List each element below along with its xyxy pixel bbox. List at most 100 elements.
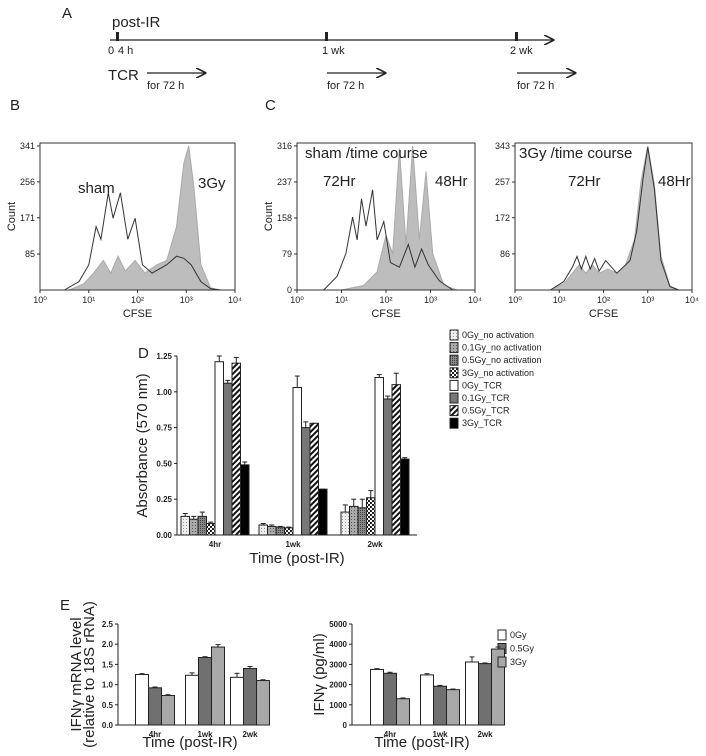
bar-chart-E2: 0Gy 0.5Gy 3Gy 0 1000 2000 3000 4000 5000 4hr 1wk 2w… bbox=[311, 620, 535, 751]
y-tick-label: 237 bbox=[277, 177, 292, 187]
annotation: 72Hr bbox=[568, 173, 601, 190]
bar bbox=[391, 384, 401, 536]
legend-label: 0.1Gy_TCR bbox=[462, 393, 510, 403]
y-axis-label: IFNγ mRNA level bbox=[68, 617, 85, 731]
bar bbox=[243, 667, 257, 726]
histogram-fill bbox=[341, 145, 458, 291]
plot-frame bbox=[514, 142, 693, 291]
y-tick-label: 3000 bbox=[329, 660, 347, 669]
y-tick-label: 171 bbox=[20, 213, 35, 223]
y-tick-label: 257 bbox=[495, 177, 510, 187]
arrow-label: for 72 h bbox=[327, 80, 364, 92]
x-tick-label: 10¹ bbox=[82, 295, 95, 305]
x-tick-label: 2wk bbox=[242, 730, 258, 739]
legend-label: 0.1Gy_no activation bbox=[462, 343, 542, 353]
legend-swatch bbox=[497, 629, 507, 641]
y-tick-label: 79 bbox=[282, 249, 292, 259]
y-tick-label: 172 bbox=[495, 213, 510, 223]
bar bbox=[275, 526, 285, 536]
y-tick-label: 158 bbox=[277, 213, 292, 223]
bar bbox=[366, 497, 376, 536]
x-tick-label: 4hr bbox=[384, 730, 396, 739]
y-tick-label: 1.0 bbox=[102, 681, 114, 690]
arrow-label: for 72 h bbox=[147, 80, 184, 92]
tick-label: 2 wk bbox=[510, 45, 533, 57]
legend-swatch bbox=[449, 392, 459, 404]
x-tick-label: 1wk bbox=[197, 730, 213, 739]
x-tick-label: 4hr bbox=[209, 540, 221, 549]
legend-swatch bbox=[497, 656, 507, 668]
y-tick-label: 0 bbox=[287, 285, 292, 295]
timeline: post-IR 0 4 h 1 wk 2 wk TCR for 72 h for… bbox=[108, 14, 575, 92]
x-tick-label: 10⁴ bbox=[468, 295, 482, 305]
tick-4h bbox=[116, 32, 119, 41]
tick-label: 1 wk bbox=[322, 45, 345, 57]
legend-swatch bbox=[449, 379, 459, 391]
bar bbox=[284, 527, 294, 536]
bar bbox=[185, 674, 199, 726]
bar bbox=[374, 376, 384, 536]
legend-label: 0.5Gy_no activation bbox=[462, 355, 542, 365]
bar bbox=[148, 687, 162, 726]
x-axis-label: Time (post-IR) bbox=[374, 734, 469, 751]
bar bbox=[400, 458, 410, 536]
x-tick-label: 10⁰ bbox=[290, 295, 304, 305]
x-tick-label: 10⁰ bbox=[33, 295, 47, 305]
histogram-C2: 86 172 257 343 10⁰ 10¹ 10² 10³ 10⁴ CFSE 3Gy /time … bbox=[495, 141, 699, 320]
tick-2wk bbox=[515, 32, 518, 41]
bar bbox=[292, 387, 302, 536]
x-tick-label: 4hr bbox=[149, 730, 161, 739]
tick-label: 4 h bbox=[118, 45, 133, 57]
bar-chart-E1: 0.0 0.5 1.0 1.5 2.0 2.5 4hr 1wk 2wk Time (post-IR… bbox=[68, 601, 270, 751]
bar bbox=[231, 362, 241, 536]
y-tick-label: 4000 bbox=[329, 640, 347, 649]
bar bbox=[180, 515, 190, 536]
y-tick-label: 1000 bbox=[329, 701, 347, 710]
annotation: 72Hr bbox=[323, 173, 356, 190]
x-tick-label: 1wk bbox=[432, 730, 448, 739]
bar bbox=[223, 382, 233, 536]
y-tick-label: 2.0 bbox=[102, 640, 114, 649]
x-tick-label: 2wk bbox=[477, 730, 493, 739]
histogram-line bbox=[323, 189, 454, 291]
bar bbox=[383, 398, 393, 536]
arrow-label: for 72 h bbox=[517, 80, 554, 92]
bar bbox=[491, 648, 505, 726]
y-tick-label: 1.25 bbox=[156, 352, 172, 361]
y-tick-label: 0.00 bbox=[156, 531, 172, 540]
annotation: sham bbox=[78, 180, 115, 197]
y-tick-label: 0.5 bbox=[102, 701, 114, 710]
y-tick-label: 0.75 bbox=[156, 424, 172, 433]
x-tick-label: 10⁴ bbox=[685, 295, 699, 305]
y-axis-label: (relative to 18S rRNA) bbox=[81, 601, 98, 748]
bar bbox=[433, 685, 447, 726]
x-tick-label: 10³ bbox=[180, 295, 193, 305]
bar bbox=[214, 361, 224, 536]
histogram-B: 85 171 256 341 10⁰ 10¹ 10² 10³ 10⁴ CFSE Count sham 3… bbox=[6, 141, 242, 320]
legend-swatch bbox=[449, 329, 459, 341]
x-tick-label: 10² bbox=[597, 295, 610, 305]
bar-chart-D: 0Gy_no activation 0.1Gy_no activation 0.5G… bbox=[134, 329, 542, 567]
bar bbox=[230, 676, 244, 726]
y-axis-label: Count bbox=[263, 202, 275, 231]
x-axis-label: Time (post-IR) bbox=[249, 550, 344, 567]
bar bbox=[301, 427, 311, 536]
y-tick-label: 5000 bbox=[329, 620, 347, 629]
legend-swatch bbox=[449, 354, 459, 366]
histogram-fill bbox=[69, 145, 221, 291]
bar bbox=[256, 680, 270, 726]
bar bbox=[420, 674, 434, 726]
y-tick-label: 341 bbox=[20, 141, 35, 151]
bar bbox=[267, 525, 277, 536]
y-tick-label: 0 bbox=[343, 721, 348, 730]
tcr-label: TCR bbox=[108, 67, 139, 84]
bar bbox=[206, 523, 216, 536]
panel-label-b: B bbox=[10, 97, 20, 114]
y-axis-label: Absorbance (570 nm) bbox=[134, 373, 151, 517]
bar bbox=[211, 646, 225, 726]
chart-title: sham /time course bbox=[305, 145, 428, 162]
x-tick-label: 2wk bbox=[367, 540, 383, 549]
histogram-C1: 0 79 158 237 316 10⁰ 10¹ 10² 10³ 10⁴ CFSE Count sham… bbox=[263, 141, 482, 320]
y-axis-label: IFNγ (pg/ml) bbox=[311, 633, 328, 716]
bar bbox=[161, 695, 175, 726]
